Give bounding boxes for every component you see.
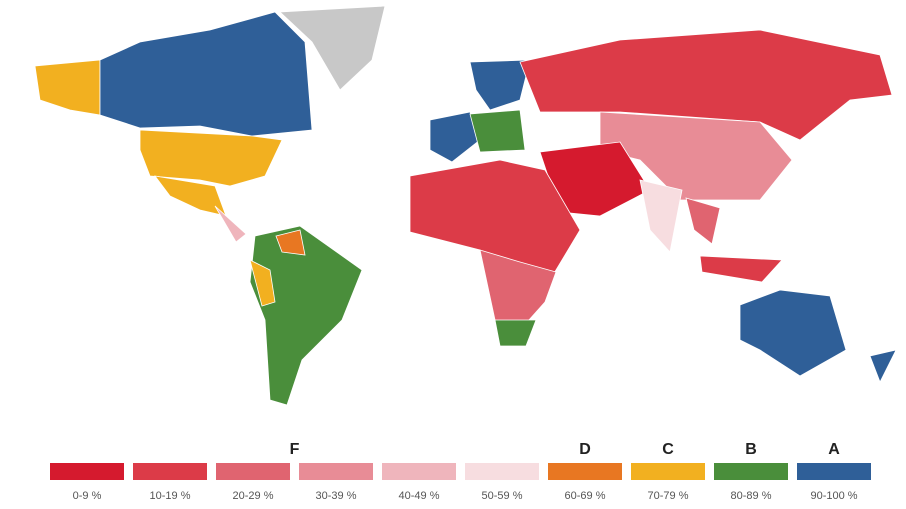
legend: 0-9 % 10-19 % 20-29 % 30-39 % 40-49 % 50-59 %… xyxy=(50,441,871,502)
legend-label: 70-79 % xyxy=(648,490,689,502)
map xyxy=(34,5,897,406)
legend-swatch xyxy=(465,463,539,480)
legend-label: 20-29 % xyxy=(233,490,274,502)
southern-africa xyxy=(494,319,537,347)
canada xyxy=(99,11,313,137)
mexico xyxy=(154,175,227,217)
greenland xyxy=(279,5,386,91)
grade-label: F xyxy=(290,441,300,458)
central-america xyxy=(214,205,247,243)
grade-label: D xyxy=(579,441,591,458)
russia xyxy=(519,29,893,141)
legend-swatch xyxy=(797,463,871,480)
grade-label: A xyxy=(828,441,840,458)
india xyxy=(639,179,683,253)
western-europe xyxy=(429,111,481,163)
legend-label: 80-89 % xyxy=(731,490,772,502)
legend-swatch xyxy=(548,463,622,480)
legend-label: 60-69 % xyxy=(565,490,606,502)
grade-label: B xyxy=(745,441,757,458)
legend-label: 0-9 % xyxy=(73,490,102,502)
legend-swatch xyxy=(299,463,373,480)
legend-swatch xyxy=(133,463,207,480)
legend-label: 40-49 % xyxy=(399,490,440,502)
australia xyxy=(739,289,847,377)
legend-swatch xyxy=(631,463,705,480)
legend-swatch xyxy=(382,463,456,480)
peru xyxy=(249,259,276,307)
legend-swatch xyxy=(216,463,290,480)
scandinavia xyxy=(469,59,531,111)
central-europe xyxy=(469,109,526,153)
legend-label: 50-59 % xyxy=(482,490,523,502)
venezuela xyxy=(275,229,306,256)
legend-swatch xyxy=(714,463,788,480)
legend-label: 10-19 % xyxy=(150,490,191,502)
indonesia xyxy=(699,255,783,283)
legend-swatch xyxy=(50,463,124,480)
new-zealand xyxy=(869,349,897,383)
southeast-asia xyxy=(685,197,721,245)
grade-label: C xyxy=(662,441,674,458)
legend-label: 90-100 % xyxy=(810,490,857,502)
alaska xyxy=(34,59,101,116)
legend-label: 30-39 % xyxy=(316,490,357,502)
usa xyxy=(139,129,283,187)
south-america xyxy=(249,225,363,406)
